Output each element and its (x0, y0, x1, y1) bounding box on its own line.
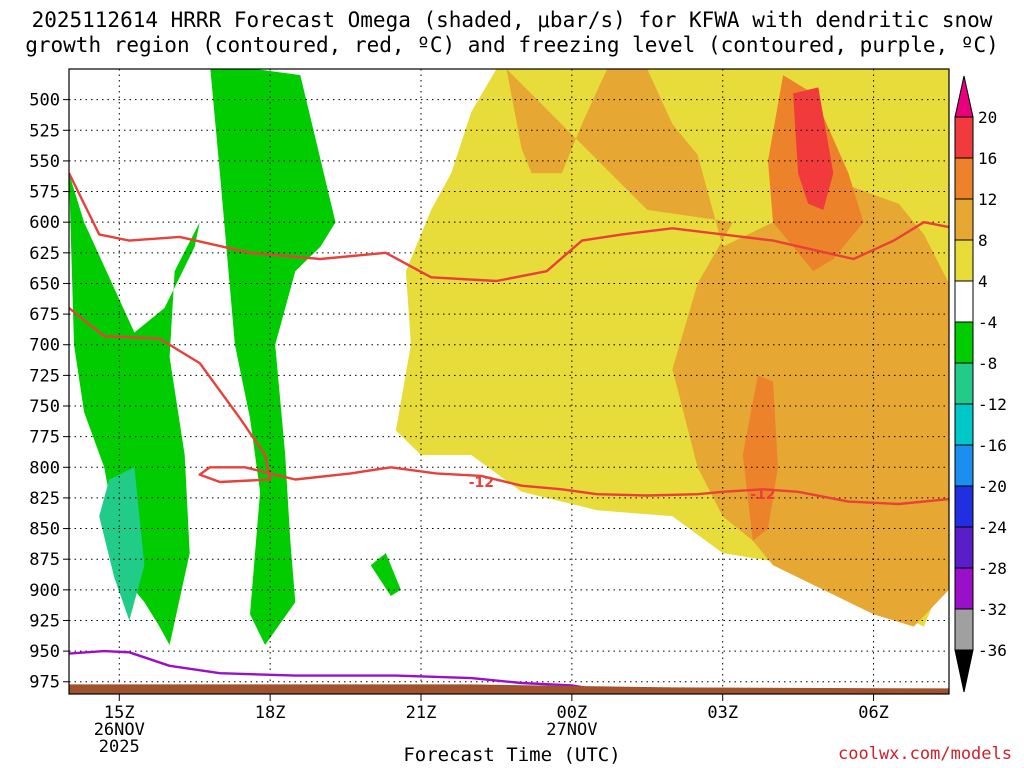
colorbar: 20 16 12 8 4 -4 -8 -12 -16 -20 -24 -28 -32 -36 (954, 75, 1007, 693)
y-tick-label: 775 (29, 428, 60, 448)
colorbar-segment (954, 280, 974, 323)
y-tick-label: 950 (29, 642, 60, 662)
x-tick-label: 03Z (707, 703, 738, 723)
colorbar-segment (954, 526, 974, 569)
contour-label-dgz: -12 (750, 487, 775, 503)
colorbar-segment (954, 116, 974, 159)
y-tick-label: 850 (29, 520, 60, 540)
colorbar-segment (954, 485, 974, 528)
colorbar-label: 8 (978, 231, 988, 250)
contour-dendritic-lower (69, 307, 949, 506)
colorbar-bottom-arrow (954, 649, 974, 693)
colorbar-label: -12 (978, 395, 1007, 414)
x-tick-label: 06Z (858, 703, 889, 723)
colorbar-label: -36 (978, 641, 1007, 660)
y-tick-label: 525 (29, 121, 60, 141)
colorbar-segment (954, 362, 974, 405)
colorbar-label: 16 (978, 149, 997, 168)
y-tick-label: 875 (29, 550, 60, 570)
x-tick-label: 18Z (255, 703, 286, 723)
contour-freezing-level (69, 649, 588, 690)
y-tick-label: 725 (29, 366, 60, 386)
y-tick-label: 925 (29, 611, 60, 631)
colorbar-label: 12 (978, 190, 997, 209)
chart-title: 2025112614 HRRR Forecast Omega (shaded, … (0, 8, 1024, 58)
colorbar-segment (954, 239, 974, 282)
colorbar-segment (954, 157, 974, 200)
omega-shaded-regions (69, 69, 949, 645)
colorbar-label: 4 (978, 272, 988, 291)
y-tick-label: 600 (29, 213, 60, 233)
gridlines (69, 69, 949, 694)
colorbar-segment (954, 567, 974, 610)
colorbar-label: -28 (978, 559, 1007, 578)
colorbar-segment (954, 321, 974, 364)
y-tick-label: 750 (29, 397, 60, 417)
ground-surface (69, 684, 949, 694)
y-tick-label: 650 (29, 274, 60, 294)
colorbar-label: 20 (978, 108, 997, 127)
x-tick-label: 00Z (556, 703, 587, 723)
colorbar-segment (954, 198, 974, 241)
omega-region-green-0 (69, 173, 200, 645)
colorbar-label: -4 (978, 313, 997, 332)
colorbar-label: -20 (978, 477, 1007, 496)
x-tick-label: 27NOV (546, 720, 597, 740)
y-tick-label: 975 (29, 673, 60, 693)
x-tick-label: 21Z (406, 703, 437, 723)
y-tick-label: 900 (29, 581, 60, 601)
y-tick-label: 625 (29, 244, 60, 264)
x-tick-label: 15Z (104, 703, 135, 723)
omega-region-teal-3 (99, 467, 145, 621)
y-tick-label: 575 (29, 183, 60, 203)
title-line-1: 2025112614 HRRR Forecast Omega (shaded, … (31, 8, 993, 32)
omega-region-orange-7 (742, 375, 778, 541)
title-line-2: growth region (contoured, red, ºC) and f… (25, 33, 999, 57)
contour-label-dgz: -12 (469, 475, 494, 491)
colorbar-segment (954, 403, 974, 446)
contour-dendritic-upper (69, 172, 949, 283)
omega-region-red-8 (793, 87, 834, 210)
plot-frame (68, 68, 950, 695)
colorbar-segment (954, 608, 974, 651)
y-tick-label: 550 (29, 152, 60, 172)
y-tick-label: 800 (29, 458, 60, 478)
omega-region-green-2 (370, 553, 401, 596)
colorbar-label: -32 (978, 600, 1007, 619)
y-tick-label: 675 (29, 305, 60, 325)
colorbar-segment (954, 444, 974, 487)
y-axis: 500 525 550 575 600 625 650 675 700 725 750 775 800 8… (29, 91, 69, 693)
colorbar-label: -8 (978, 354, 997, 373)
y-tick-label: 825 (29, 489, 60, 509)
omega-region-green-1 (210, 69, 336, 645)
colorbar-label: -24 (978, 518, 1007, 537)
credit-link[interactable]: coolwx.com/models (838, 744, 1012, 764)
x-tick-label: 2025 (99, 737, 140, 757)
x-tick-label: 26NOV (94, 720, 145, 740)
y-tick-label: 500 (29, 91, 60, 111)
ground-fill (69, 684, 949, 694)
colorbar-label: -16 (978, 436, 1007, 455)
y-tick-label: 700 (29, 336, 60, 356)
colorbar-top-arrow (954, 75, 974, 118)
contour-lines: -12 -12 (69, 172, 949, 690)
